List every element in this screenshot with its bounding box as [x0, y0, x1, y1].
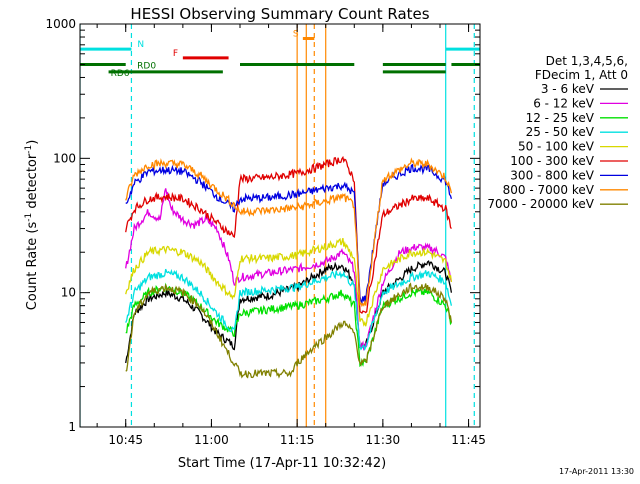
legend-label-1: 6 - 12 keV	[533, 96, 595, 110]
x-tick-label-0: 10:45	[108, 433, 143, 447]
plot-frame	[79, 23, 481, 428]
series-line-2	[125, 282, 452, 368]
x-tick-label-4: 11:45	[451, 433, 486, 447]
plot-area: N F RD0 RD6 S	[80, 24, 480, 427]
series-line-3	[125, 268, 453, 352]
series-line-0	[125, 260, 453, 364]
x-tick-label-2: 11:15	[280, 433, 315, 447]
series-line-1	[125, 188, 453, 351]
flag-label-s: S	[293, 29, 299, 39]
legend-label-7: 800 - 7000 keV	[503, 183, 595, 197]
legend-label-4: 50 - 100 keV	[518, 140, 595, 154]
legend-header-decim: FDecim 1, Att 0	[535, 68, 628, 82]
x-axis: 10:45 11:00 11:15 11:30 11:45	[96, 24, 486, 447]
flag-label-rd6: RD6	[111, 69, 130, 79]
flag-label-rd0: RD0	[137, 61, 156, 71]
y-axis-label: Count Rate (s-1 detector-1)	[24, 140, 40, 311]
legend-label-3: 25 - 50 keV	[526, 125, 595, 139]
chart-title: HESSI Observing Summary Count Rates	[130, 5, 429, 23]
y-tick-label-0: 1	[68, 420, 76, 434]
legend-label-8: 7000 - 20000 keV	[487, 197, 594, 211]
flag-label-f: F	[173, 49, 178, 59]
y-tick-label-3: 1000	[45, 17, 76, 31]
legend-label-0: 3 - 6 keV	[541, 82, 595, 96]
y-tick-label-2: 100	[53, 151, 76, 165]
legend: Det 1,3,4,5,6, FDecim 1, Att 0 3 - 6 keV…	[487, 54, 628, 211]
x-tick-label-3: 11:30	[366, 433, 401, 447]
legend-label-5: 100 - 300 keV	[510, 154, 594, 168]
x-tick-label-1: 11:00	[194, 433, 229, 447]
x-axis-label: Start Time (17-Apr-11 10:32:42)	[178, 456, 386, 471]
series-line-8	[125, 282, 453, 379]
legend-label-6: 300 - 800 keV	[510, 168, 594, 182]
series-line-5	[125, 155, 452, 314]
series-line-7	[125, 157, 453, 308]
legend-label-2: 12 - 25 keV	[526, 111, 595, 125]
legend-header-detectors: Det 1,3,4,5,6,	[546, 54, 628, 68]
y-axis: 1 10 100 1000	[45, 17, 480, 434]
series-line-4	[125, 237, 453, 327]
series-line-6	[125, 163, 453, 305]
flag-label-n: N	[137, 40, 144, 50]
y-tick-label-1: 10	[61, 286, 76, 300]
timestamp: 17-Apr-2011 13:30	[559, 467, 634, 476]
